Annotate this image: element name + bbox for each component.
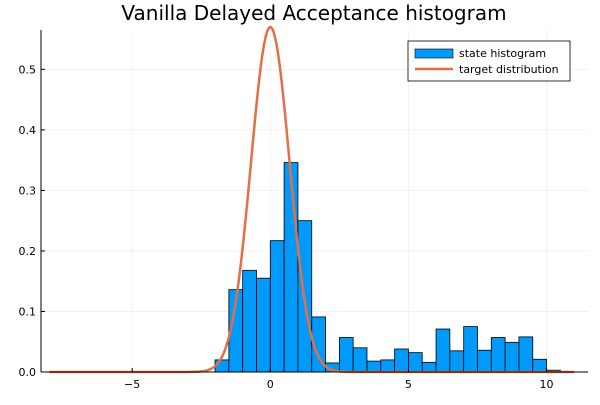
x-tick-label: 10: [540, 378, 554, 391]
histogram-bar: [352, 347, 368, 373]
histogram-bar: [214, 359, 230, 373]
histogram-bar: [269, 240, 285, 373]
x-tick-label: 5: [405, 378, 412, 391]
histogram-bar: [518, 336, 534, 373]
histogram-bar: [490, 337, 506, 373]
histogram-bar: [366, 360, 382, 373]
histogram-bar: [532, 358, 547, 373]
y-tick-label: 0.0: [19, 366, 37, 379]
legend-label-target-distribution: target distribution: [459, 63, 559, 76]
histogram-bar: [435, 328, 451, 373]
y-tick-label: 0.3: [19, 184, 37, 197]
legend-label-state-histogram: state histogram: [459, 47, 546, 60]
histogram-bars: [214, 162, 561, 373]
histogram-bar: [463, 326, 478, 373]
histogram-bar: [338, 337, 354, 373]
legend-box: [407, 40, 571, 82]
y-tick-label: 0.1: [19, 305, 37, 318]
histogram-bar: [283, 162, 299, 373]
histogram-bar: [256, 277, 271, 373]
y-tick-label: 0.5: [19, 63, 37, 76]
x-tick-label: 0: [267, 378, 274, 391]
y-tick-label: 0.2: [19, 245, 37, 258]
y-tick-label: 0.4: [19, 124, 37, 137]
histogram-bar: [449, 350, 465, 373]
histogram-bar: [504, 341, 520, 373]
legend-swatch-state-histogram: [414, 48, 454, 59]
plot-axes: [40, 30, 588, 373]
x-tick-label: −5: [124, 378, 140, 391]
histogram-bar: [421, 361, 437, 373]
histogram-bar: [380, 359, 396, 373]
histogram-bar: [242, 269, 257, 373]
legend: state histogram target distribution: [407, 40, 571, 82]
chart-title: Vanilla Delayed Acceptance histogram: [121, 1, 506, 25]
histogram-bar: [394, 348, 409, 373]
histogram-bar: [477, 349, 492, 373]
histogram-bar: [408, 352, 423, 373]
tick-labels: −5 0 5 10 0.0 0.1 0.2 0.3 0.4 0.5: [19, 63, 554, 391]
